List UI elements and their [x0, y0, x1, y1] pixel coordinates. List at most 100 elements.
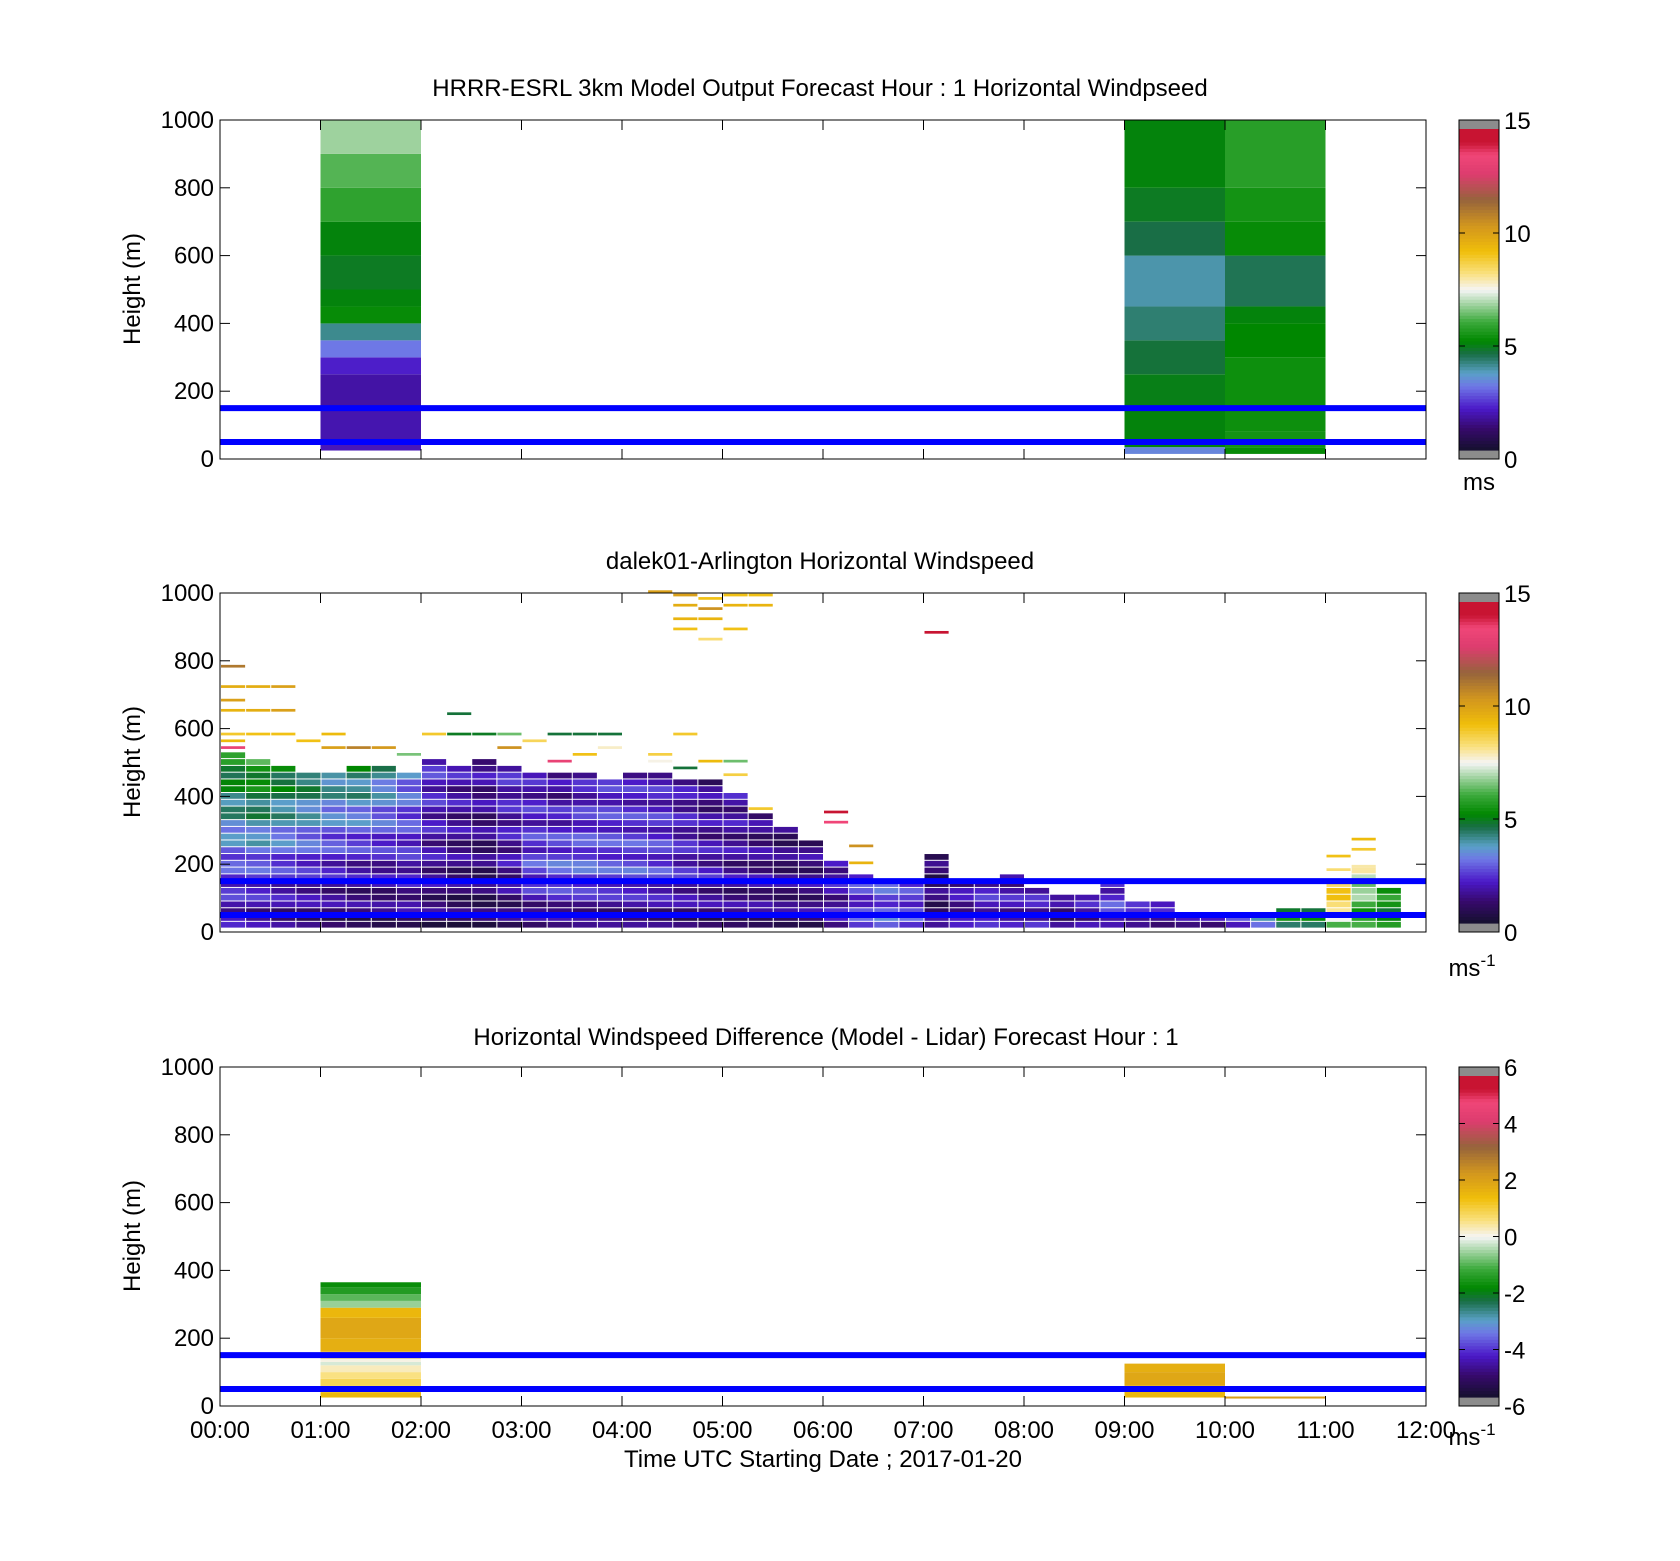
heat-cell [271, 854, 296, 860]
y-tick-label: 1000 [161, 1054, 214, 1081]
colorbar-tick-label: 10 [1504, 694, 1531, 721]
heat-cell [572, 901, 597, 908]
heat-cell [648, 867, 673, 874]
colorbar-swatch [1459, 1076, 1499, 1080]
colorbar-swatch [1459, 791, 1499, 796]
heat-cell [320, 374, 421, 409]
heat-cell [1225, 306, 1326, 324]
heat-cell [773, 847, 798, 854]
colorbar-swatch [1459, 813, 1499, 818]
heat-cell [673, 806, 698, 813]
heat-cell [773, 894, 798, 901]
colorbar-swatch [1459, 874, 1499, 879]
heat-cell [246, 901, 271, 908]
colorbar-swatch [1459, 1230, 1499, 1234]
heat-cell [271, 806, 296, 813]
heat-cell [320, 1338, 421, 1352]
heat-cell [1025, 887, 1050, 894]
heat-cell [597, 840, 622, 847]
heat-cell [320, 357, 421, 375]
colorbar-swatch [1459, 756, 1499, 760]
heat-cell [296, 826, 321, 833]
colorbar-swatch [1459, 196, 1499, 201]
colorbar-swatch [1459, 138, 1499, 143]
heat-cell [698, 867, 723, 874]
heat-cell [321, 793, 346, 799]
heat-cell [547, 799, 572, 806]
heat-cell [320, 1378, 421, 1386]
heat-cell [623, 793, 648, 799]
heat-cell [321, 826, 346, 833]
heat-cell [849, 908, 874, 915]
heat-cell [1124, 221, 1225, 256]
heat-cell [1175, 921, 1200, 928]
colorbar-swatch [1459, 865, 1499, 870]
heat-cell [447, 833, 472, 840]
heat-cell [321, 901, 346, 908]
x-tick-label: 03:00 [491, 1417, 551, 1444]
colorbar-swatch [1459, 1297, 1499, 1302]
heat-cell [849, 861, 874, 865]
heat-cell [221, 833, 246, 840]
colorbar-swatch [1459, 1172, 1499, 1177]
colorbar-swatch [1459, 151, 1499, 156]
colorbar-swatch [1459, 605, 1499, 610]
heat-cell [346, 813, 371, 820]
colorbar-swatch [1459, 218, 1499, 223]
heat-cell [221, 786, 246, 793]
heat-cell [422, 833, 447, 840]
colorbar-swatch [1459, 276, 1499, 281]
y-axis-ticks: 0 200 400 600 800 1000 [161, 580, 1426, 946]
colorbar-swatch [1459, 424, 1499, 429]
heat-cell [773, 826, 798, 833]
heat-cell [346, 779, 371, 786]
colorbar-swatch [1459, 398, 1499, 403]
heat-cell [246, 799, 271, 806]
heat-cell [673, 627, 698, 631]
heat-cell [623, 860, 648, 867]
colorbar-swatch [1459, 1393, 1499, 1398]
colorbar-swatch [1459, 267, 1499, 271]
heat-cell [698, 759, 723, 763]
heat-cell [798, 901, 823, 908]
heat-cell [673, 887, 698, 894]
heat-cell [623, 786, 648, 793]
heat-cell [1351, 847, 1376, 851]
heat-cell [924, 887, 949, 894]
heat-cell [371, 806, 396, 813]
y-tick-label: 400 [174, 1257, 214, 1284]
heat-cell [447, 887, 472, 894]
heat-cell [321, 874, 346, 881]
heat-cell [874, 921, 899, 928]
heat-cell [396, 840, 421, 847]
heat-cell [472, 901, 497, 908]
heat-cell [924, 908, 949, 915]
heat-cell [899, 901, 924, 908]
heat-cell [271, 840, 296, 847]
heat-cell [321, 867, 346, 874]
heat-cell [422, 793, 447, 799]
heat-cell [924, 901, 949, 908]
heat-cell [1326, 854, 1351, 858]
heat-cell [320, 153, 421, 188]
heat-cell [422, 894, 447, 901]
colorbar-swatch [1459, 698, 1499, 703]
heat-cell [296, 772, 321, 779]
heat-cell [623, 826, 648, 833]
colorbar-swatch [1459, 1197, 1499, 1202]
heat-cell [748, 820, 773, 826]
heat-cell [447, 806, 472, 813]
heat-cell [572, 874, 597, 881]
heat-cell [648, 820, 673, 826]
heat-cell [396, 813, 421, 820]
heat-cell [271, 887, 296, 894]
heat-cell [321, 908, 346, 915]
colorbar-swatch [1459, 315, 1499, 319]
heat-cell [1150, 908, 1175, 915]
heat-cell [447, 799, 472, 806]
y-tick-label: 600 [174, 716, 214, 743]
colorbar-swatch [1459, 1117, 1499, 1122]
x-tick-label: 00:00 [190, 1417, 250, 1444]
heat-cell [924, 867, 949, 874]
colorbar-swatch [1459, 781, 1499, 786]
